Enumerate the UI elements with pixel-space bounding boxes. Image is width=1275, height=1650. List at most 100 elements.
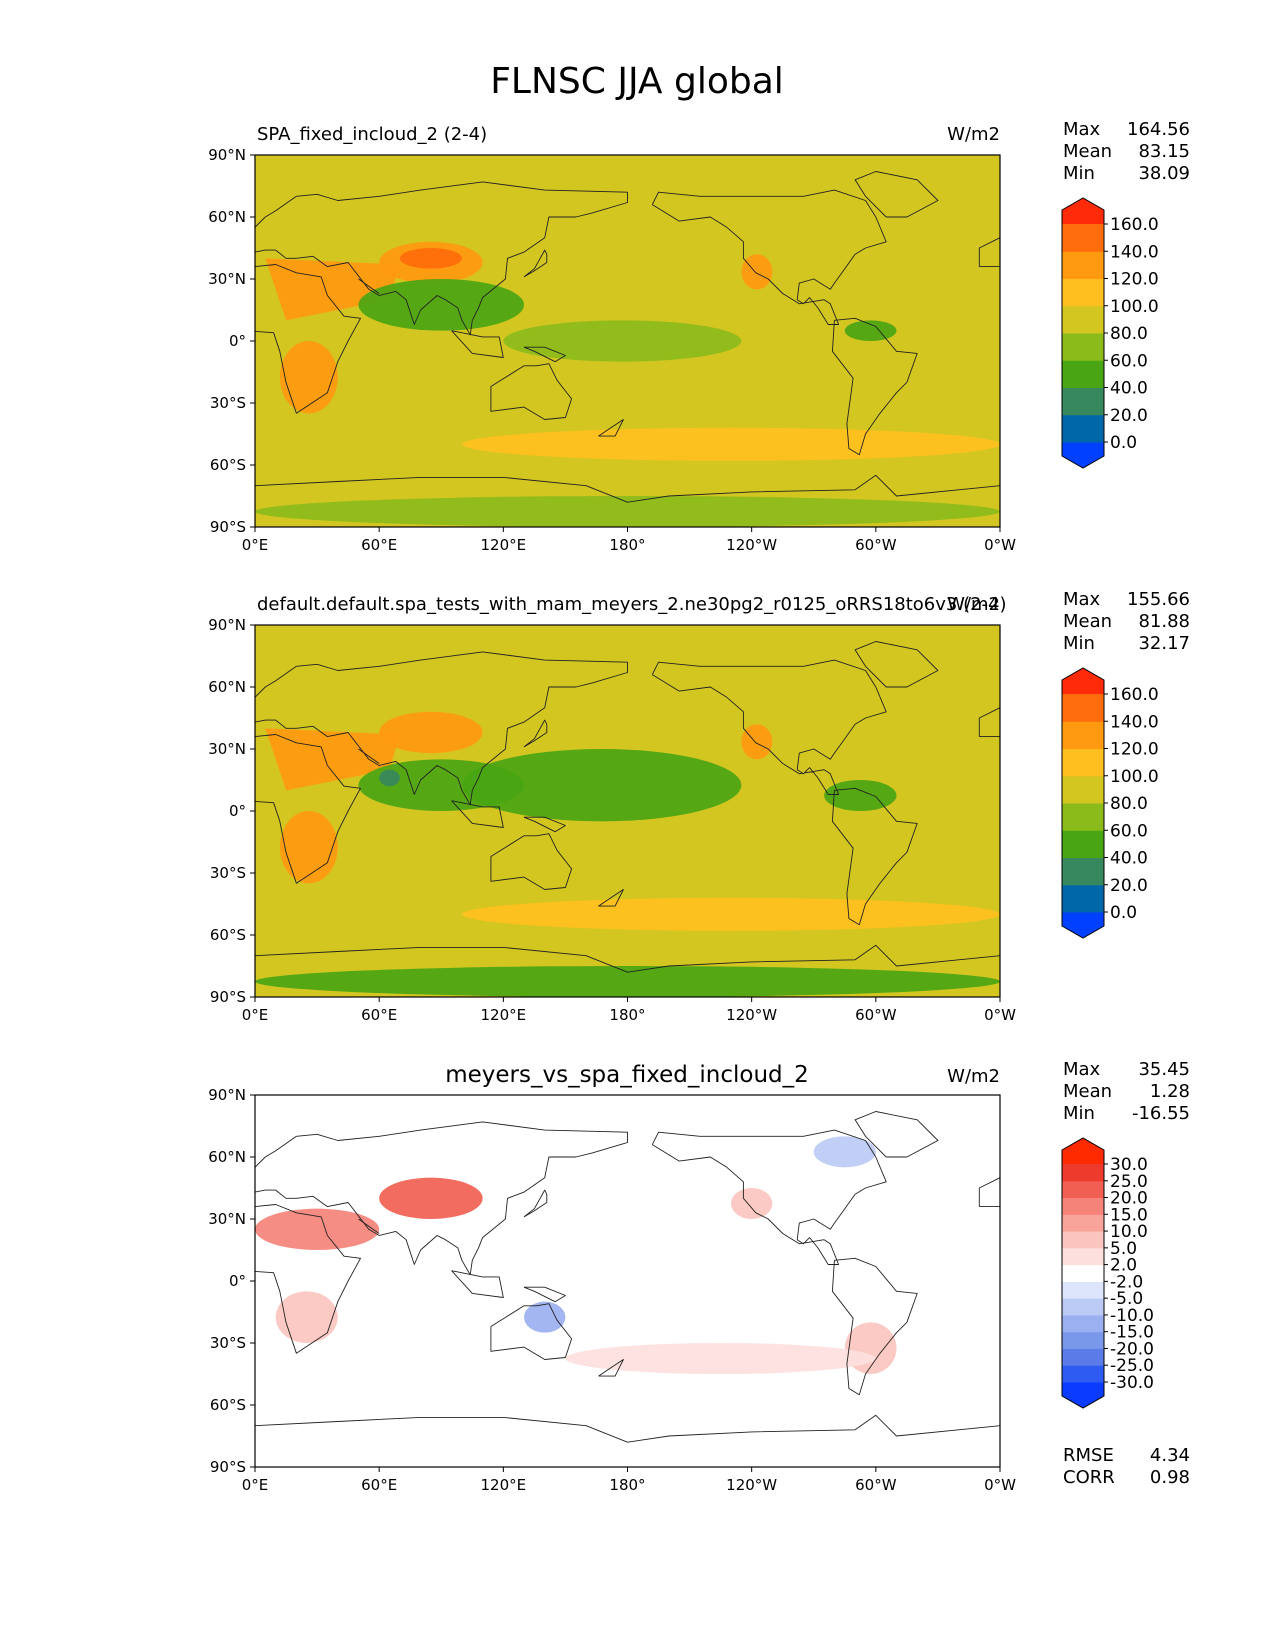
y-tick-label: 30°S xyxy=(210,1334,246,1352)
panel-1-field-region-3 xyxy=(741,254,773,290)
colorbar-segment xyxy=(1062,1348,1104,1366)
coastline-3 xyxy=(358,748,380,764)
colorbar-tick-label: 140.0 xyxy=(1110,242,1159,262)
colorbar-tick-label: -15.0 xyxy=(1110,1323,1154,1343)
colorbar-tick-label: 0.0 xyxy=(1110,903,1137,923)
coastline-1 xyxy=(255,1204,361,1354)
colorbar-tick-label: 140.0 xyxy=(1110,712,1159,732)
panel-1-stat-mean-value: 83.15 xyxy=(1138,141,1190,162)
panel-2-field-region-5 xyxy=(358,759,525,812)
y-tick-label: 60°N xyxy=(208,678,246,696)
panel-3-field-region-0 xyxy=(255,1208,380,1251)
panel-1-coastlines xyxy=(255,171,1000,503)
colorbar-tick-label: 20.0 xyxy=(1110,406,1148,426)
colorbar-segment xyxy=(1062,830,1104,858)
coastline-12 xyxy=(523,719,548,748)
colorbar-segment xyxy=(1062,1164,1104,1182)
panel-2-coastlines xyxy=(255,641,1000,973)
panel-2-stat-max-value: 155.66 xyxy=(1127,589,1190,610)
colorbar-tick-label: 160.0 xyxy=(1110,215,1159,235)
x-tick-label: 180° xyxy=(609,1006,645,1024)
y-tick-label: 90°S xyxy=(210,988,246,1006)
panel-3-stat-max-label: Max xyxy=(1063,1059,1101,1080)
coastline-11 xyxy=(598,889,624,907)
x-tick-label: 180° xyxy=(609,1476,645,1494)
colorbar-segment xyxy=(1062,305,1104,334)
panel-1-field-region-4 xyxy=(399,248,462,269)
y-tick-label: 60°N xyxy=(208,208,246,226)
coastline-9 xyxy=(451,330,504,358)
colorbar-tick-label: 60.0 xyxy=(1110,821,1148,841)
y-tick-label: 60°S xyxy=(210,1396,246,1414)
panel-1-field-region-6 xyxy=(358,279,525,331)
panel-1-stat-max-label: Max xyxy=(1063,119,1101,140)
panel-1-left-title: SPA_fixed_incloud_2 (2-4) xyxy=(257,124,487,145)
panel-1-field-region-7 xyxy=(844,320,897,341)
coastline-8 xyxy=(854,171,939,218)
x-tick-label: 120°W xyxy=(726,1476,777,1494)
coastline-4 xyxy=(490,833,573,890)
panel-3-field-region-1 xyxy=(379,1177,483,1220)
panel-1-field xyxy=(255,241,1000,527)
y-tick-label: 60°S xyxy=(210,456,246,474)
coastline-7 xyxy=(255,1414,1000,1443)
x-tick-label: 0°E xyxy=(242,536,269,554)
coastline-4 xyxy=(490,363,573,420)
colorbar-outline xyxy=(1061,667,1105,939)
panel-3-field-region-7 xyxy=(275,1291,338,1343)
panel-3-rmse-value: 4.34 xyxy=(1150,1445,1190,1466)
x-tick-label: 0°W xyxy=(984,536,1016,554)
colorbar-tick-label: 60.0 xyxy=(1110,351,1148,371)
y-tick-label: 30°N xyxy=(208,740,246,758)
panel-1-colorbar: 160.0 140.0 120.0 100.0 80.0 60.0 40.0 20.0 0.0 xyxy=(1061,197,1159,469)
x-tick-label: 60°W xyxy=(855,1006,897,1024)
panel-3-corr-label: CORR xyxy=(1063,1467,1115,1488)
y-tick-label: 0° xyxy=(229,802,246,820)
panel-3-field xyxy=(255,1136,897,1374)
panel-3-colorbar: 30.025.020.015.010.05.02.0-2.0-5.0-10.0-… xyxy=(1061,1137,1154,1409)
colorbar-segment xyxy=(1062,1314,1104,1333)
colorbar-segment xyxy=(1062,1247,1104,1266)
colorbar-outline xyxy=(1061,197,1105,469)
x-tick-label: 60°E xyxy=(361,1476,397,1494)
x-tick-label: 120°E xyxy=(481,1476,527,1494)
x-tick-label: 60°W xyxy=(855,1476,897,1494)
panel-3-y-ticks: 90°N 60°N 30°N 0° 30°S 60°S 90°S xyxy=(208,1086,255,1476)
panel-1-x-ticks: 0°E 60°E 120°E 180° 120°W 60°W 0°W xyxy=(242,527,1016,554)
coastline-3 xyxy=(358,1218,380,1234)
panel-2-field-region-2 xyxy=(279,811,338,884)
panel-3-x-ticks: 0°E 60°E 120°E 180° 120°W 60°W 0°W xyxy=(242,1467,1016,1494)
panel-3-stat-mean-value: 1.28 xyxy=(1150,1081,1190,1102)
colorbar-segment xyxy=(1062,748,1104,777)
panel-3-coastlines xyxy=(255,1111,1000,1443)
panel-2-field-region-9 xyxy=(379,769,400,787)
panel-1-field-region-9 xyxy=(461,427,1000,461)
colorbar-tick-label: 120.0 xyxy=(1110,740,1159,760)
coastline-12 xyxy=(523,1189,548,1218)
x-tick-label: 60°E xyxy=(361,536,397,554)
panel-3-field-region-6 xyxy=(813,1136,876,1168)
coastline-0 xyxy=(978,707,1000,738)
colorbar-segment xyxy=(1062,775,1104,804)
panel-3-rmse-label: RMSE xyxy=(1063,1445,1114,1466)
panel-2-colorbar: 160.0 140.0 120.0 100.0 80.0 60.0 40.0 20.0 0.0 xyxy=(1061,667,1159,939)
panel-2-field-region-3 xyxy=(741,724,773,760)
y-tick-label: 30°N xyxy=(208,270,246,288)
panel-2-field xyxy=(255,711,1000,997)
coastline-5 xyxy=(651,1129,887,1265)
colorbar-tick-label: 2.0 xyxy=(1110,1256,1137,1276)
panel-2-field-region-7 xyxy=(255,966,1000,997)
colorbar-tick-label: 100.0 xyxy=(1110,297,1159,317)
colorbar-tick-label: 80.0 xyxy=(1110,794,1148,814)
coastline-11 xyxy=(598,419,624,437)
colorbar-segment xyxy=(1062,1180,1104,1199)
panel-1-stat-max-value: 164.56 xyxy=(1127,119,1190,140)
colorbar-tick-label: 30.0 xyxy=(1110,1155,1148,1175)
colorbar-tick-label: 120.0 xyxy=(1110,270,1159,290)
colorbar-segment xyxy=(1062,1214,1104,1232)
panel-3-field-region-4 xyxy=(565,1343,876,1374)
panel-3-stat-max-value: 35.45 xyxy=(1138,1059,1190,1080)
coastline-6 xyxy=(831,317,918,456)
x-tick-label: 120°W xyxy=(726,1006,777,1024)
panel-2-stat-min-value: 32.17 xyxy=(1138,633,1190,654)
